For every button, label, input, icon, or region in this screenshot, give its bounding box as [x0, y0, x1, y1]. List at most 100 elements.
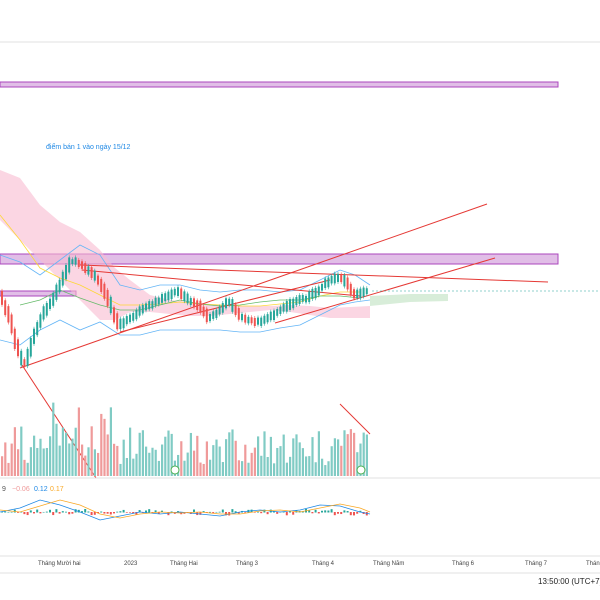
- candle-body: [106, 289, 109, 307]
- time-tick-label: Tháng 3: [236, 561, 259, 567]
- volume-bar: [193, 450, 196, 476]
- macd-histogram-bar: [199, 512, 202, 515]
- candle-body: [42, 306, 45, 320]
- candle-body: [186, 293, 189, 304]
- candle-body: [202, 306, 205, 317]
- candle-body: [205, 308, 208, 323]
- time-tick-label: Tháng 6: [452, 561, 475, 567]
- volume-bar: [212, 445, 215, 476]
- volume-bar: [161, 444, 164, 476]
- macd-histogram-bar: [33, 512, 35, 514]
- candle-body: [23, 359, 26, 367]
- volume-bar: [333, 438, 336, 476]
- macd-histogram-bar: [45, 511, 48, 513]
- volume-bar: [36, 447, 39, 476]
- candle-body: [17, 339, 19, 357]
- candle-body: [321, 283, 323, 291]
- macd-histogram-bar: [119, 511, 122, 513]
- volume-bar: [113, 443, 116, 476]
- macd-histogram-bar: [4, 511, 7, 513]
- time-tick-label: Tháng 7: [525, 561, 548, 567]
- resistance-zone-top[interactable]: [0, 81, 559, 88]
- candle-body: [237, 308, 240, 320]
- volume-bar: [330, 446, 333, 476]
- trendline-volume[interactable]: [339, 403, 371, 435]
- earnings-marker-icon[interactable]: [170, 465, 180, 475]
- candle-body: [292, 298, 295, 309]
- volume-bar: [269, 436, 272, 476]
- volume-bar: [340, 445, 343, 476]
- candle-body: [298, 295, 301, 305]
- volume-bar: [231, 429, 234, 476]
- macd-histogram-bar: [170, 511, 173, 513]
- volume-bar: [20, 426, 23, 476]
- volume-bar: [132, 458, 135, 476]
- macd-histogram-bar: [161, 510, 163, 513]
- macd-histogram-bar: [97, 512, 99, 514]
- candle-body: [311, 288, 314, 299]
- trendline-mid[interactable]: [81, 269, 361, 297]
- macd-histogram-bar: [333, 512, 336, 516]
- macd-histogram-bar: [87, 511, 90, 513]
- trendline-resistance[interactable]: [79, 264, 549, 283]
- volume-bar: [321, 458, 324, 476]
- volume-bar: [65, 432, 68, 476]
- volume-bar: [26, 462, 29, 476]
- macd-histogram-bar: [20, 511, 23, 513]
- volume-bar: [100, 413, 103, 476]
- price-candles: [1, 255, 368, 369]
- candle-body: [180, 288, 183, 299]
- resistance-zone-mid[interactable]: [0, 253, 559, 265]
- volume-bar: [218, 446, 221, 476]
- candle-body: [1, 290, 3, 305]
- trendline-lower-rising[interactable]: [274, 257, 496, 324]
- volume-bar: [52, 402, 55, 476]
- volume-bar: [282, 434, 285, 476]
- candle-body: [132, 312, 135, 321]
- candle-body: [359, 288, 362, 299]
- candle-body: [81, 261, 83, 269]
- volume-bar: [359, 443, 362, 476]
- clock-readout[interactable]: 13:50:00 (UTC+7): [538, 577, 600, 586]
- macd-signal-line: [0, 499, 371, 519]
- macd-histogram-bar: [221, 509, 224, 513]
- macd-histogram-bar: [122, 509, 125, 513]
- volume-bar: [337, 439, 340, 476]
- macd-value-histogram: −0.06: [12, 486, 30, 493]
- volume-bar: [221, 462, 224, 476]
- macd-histogram-bar: [138, 510, 141, 513]
- trendline-falling[interactable]: [21, 364, 97, 479]
- sell-point-annotation[interactable]: điểm bán 1 vào ngày 15/12: [46, 143, 131, 151]
- volume-bar: [58, 445, 61, 476]
- volume-bar: [61, 427, 64, 476]
- macd-histogram-bar: [212, 512, 215, 513]
- volume-bar: [55, 423, 58, 476]
- macd-histogram-bar: [289, 510, 291, 513]
- macd-histogram-bar: [55, 509, 58, 513]
- volume-bars: [1, 402, 368, 476]
- candle-body: [77, 259, 80, 268]
- macd-histogram-bar: [71, 512, 74, 514]
- macd-histogram-bar: [61, 511, 64, 513]
- bollinger-lower: [0, 299, 371, 346]
- candle-body: [244, 314, 247, 323]
- volume-bar: [353, 432, 356, 476]
- candle-body: [295, 297, 298, 306]
- volume-bar: [209, 459, 212, 476]
- candle-body: [13, 328, 16, 349]
- candle-body: [39, 314, 42, 328]
- macd-value-macd: 0.12: [34, 486, 48, 493]
- time-tick-label: Tháng 4: [312, 561, 335, 567]
- volume-bar: [324, 465, 327, 476]
- volume-bar: [33, 435, 36, 476]
- volume-bar: [289, 456, 292, 476]
- candle-body: [4, 300, 7, 316]
- earnings-marker-icon[interactable]: [356, 465, 366, 475]
- macd-histogram-bar: [308, 510, 311, 513]
- volume-bar: [103, 418, 106, 476]
- candle-body: [343, 274, 346, 287]
- candle-body: [164, 293, 167, 302]
- candle-body: [170, 289, 173, 300]
- macd-histogram-bar: [81, 511, 83, 513]
